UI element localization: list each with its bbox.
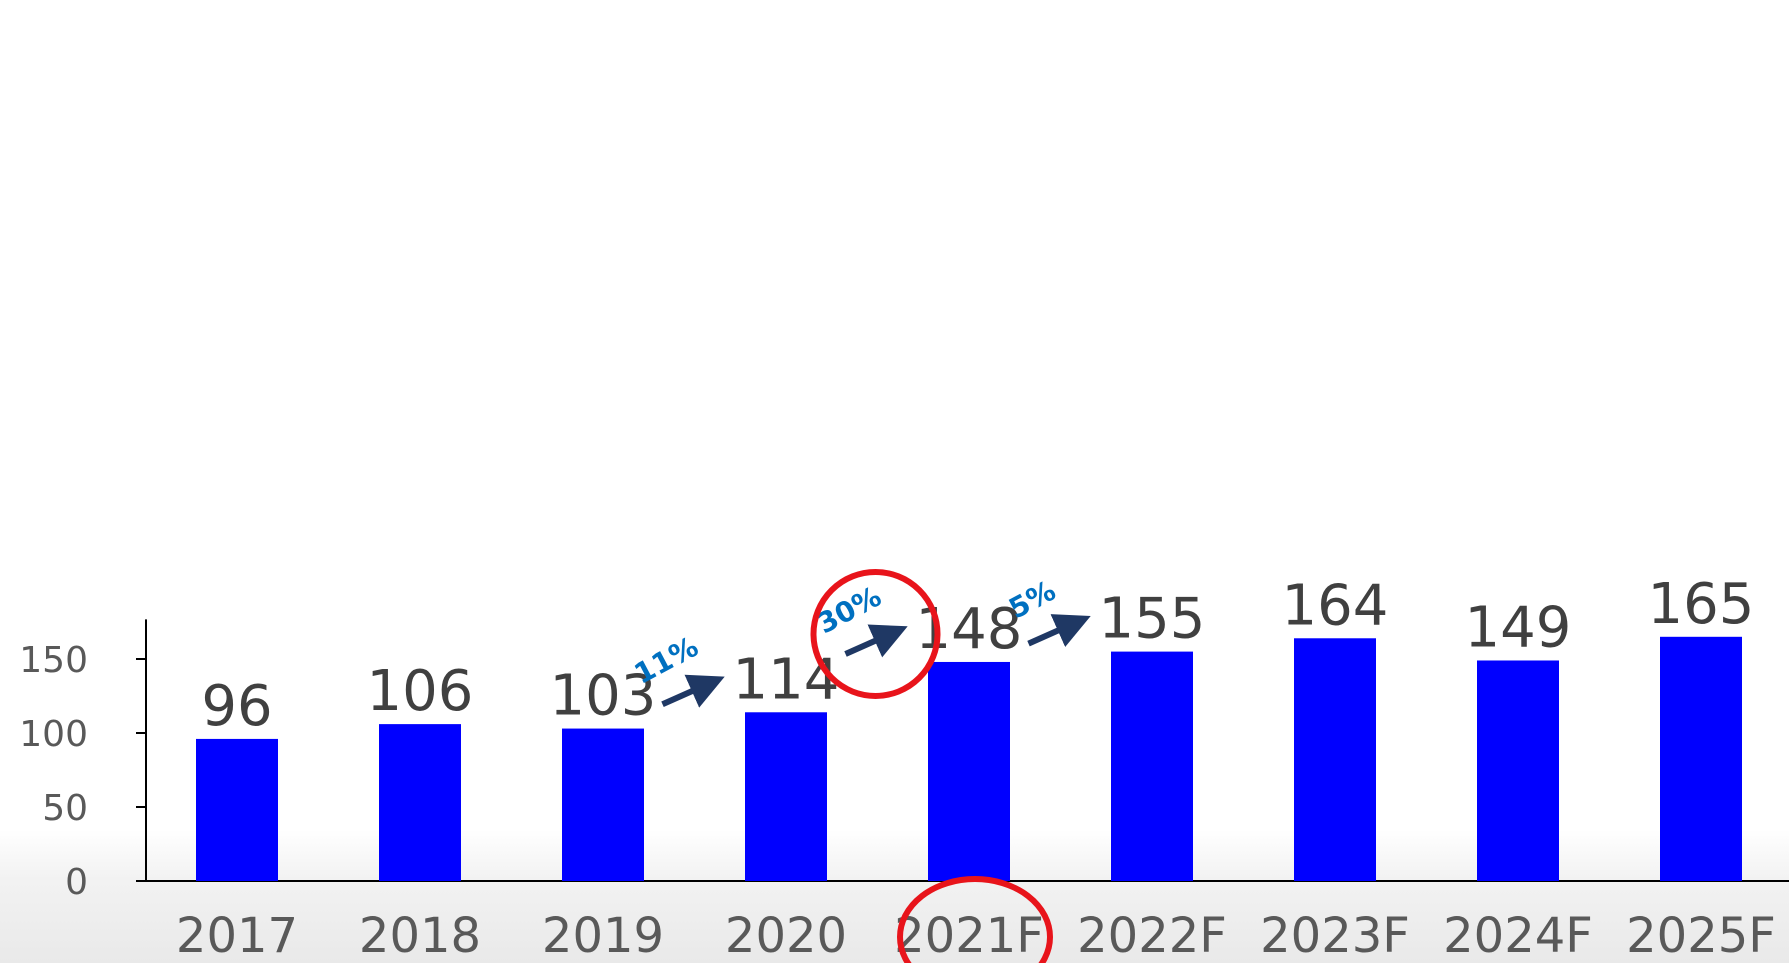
- y-axis: 0 50 100 150: [19, 619, 147, 903]
- y-tick-label: 100: [19, 714, 88, 755]
- bar: [928, 661, 1010, 881]
- x-tick-label: 2018: [359, 908, 481, 963]
- x-tick-label: 2021F: [894, 908, 1044, 963]
- data-label: 114: [733, 647, 840, 712]
- data-label: 103: [550, 664, 657, 729]
- bar: [1477, 660, 1559, 881]
- bars: [196, 636, 1742, 881]
- data-label: 149: [1465, 595, 1572, 660]
- bar: [1111, 651, 1193, 881]
- x-tick-label: 2017: [176, 908, 298, 963]
- data-label: 96: [201, 674, 272, 739]
- growth-annotation: 30%: [812, 580, 908, 658]
- highlight-marks: [810, 568, 1053, 963]
- x-tick-label: 2023F: [1260, 908, 1410, 963]
- x-tick-label: 2024F: [1443, 908, 1593, 963]
- y-tick-label: 150: [19, 640, 88, 681]
- category-highlight-circle: [897, 876, 1053, 963]
- bar: [745, 712, 827, 881]
- growth-arrow: [844, 624, 908, 658]
- bar: [379, 724, 461, 881]
- data-label: 165: [1648, 572, 1755, 637]
- x-tick-label: 2022F: [1077, 908, 1227, 963]
- data-label: 106: [367, 659, 474, 724]
- x-tick-label: 2019: [542, 908, 664, 963]
- x-tick-label: 2020: [725, 908, 847, 963]
- y-tick-label: 50: [42, 788, 88, 829]
- y-tick-label: 0: [65, 862, 88, 903]
- bar: [562, 728, 644, 881]
- data-label: 164: [1282, 573, 1389, 638]
- growth-arrow: [661, 674, 725, 708]
- x-tick-label: 2025F: [1626, 908, 1776, 963]
- x-axis: 2017 2018 2019 2020 2021F 2022F 2023F 2024F 2025…: [146, 880, 1789, 963]
- data-label: 155: [1099, 587, 1206, 652]
- growth-label: 30%: [812, 580, 887, 641]
- highlight-circle: [810, 568, 941, 699]
- growth-arrow: [1027, 614, 1091, 648]
- growth-label: 11%: [629, 630, 704, 691]
- bar: [1294, 638, 1376, 881]
- bar: [1660, 636, 1742, 881]
- bar: [196, 738, 278, 881]
